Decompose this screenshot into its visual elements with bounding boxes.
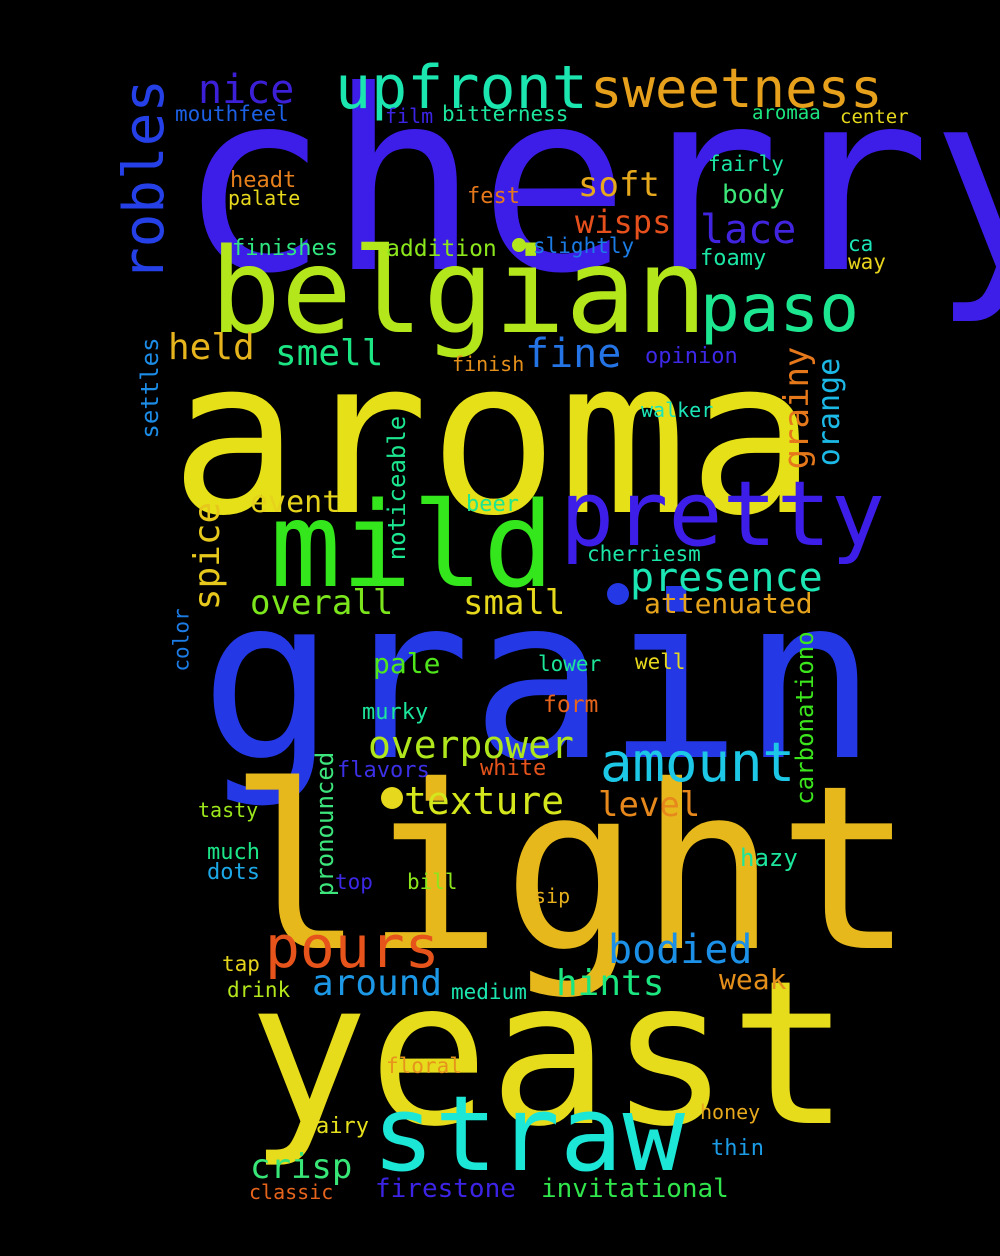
word-addition: addition — [386, 236, 497, 262]
word-slightly: slightly — [533, 234, 635, 258]
word-form: form — [543, 692, 599, 718]
word-well: well — [635, 650, 686, 674]
word-pretty: pretty — [560, 462, 886, 567]
word-aroma: aroma — [170, 312, 818, 563]
word-bodied: bodied — [608, 927, 753, 973]
word-dots: dots — [207, 860, 260, 885]
word-color: color — [169, 608, 194, 672]
dot-3 — [381, 787, 403, 809]
word-carbonationo: carbonationo — [791, 631, 819, 805]
word-foamy: foamy — [700, 246, 767, 271]
word-bitterness: bitterness — [442, 102, 569, 126]
word-finish: finish — [452, 352, 525, 376]
word-way: way — [848, 250, 886, 274]
word-much: much — [207, 840, 260, 865]
word-firestone: firestone — [375, 1174, 516, 1204]
word-fairly: fairly — [708, 152, 784, 176]
word-sip: sip — [534, 884, 571, 908]
word-amount: amount — [600, 731, 796, 794]
word-lace: lace — [700, 207, 797, 253]
word-white: white — [480, 756, 547, 781]
word-film: film — [385, 104, 434, 128]
word-ca: ca — [848, 232, 874, 256]
word-opinion: opinion — [645, 344, 738, 369]
word-overpower: overpower — [368, 723, 574, 767]
word-pours: pours — [265, 913, 440, 981]
word-fest: fest — [467, 184, 520, 209]
word-noticeable: noticeable — [383, 415, 411, 561]
word-smell: smell — [275, 333, 384, 374]
word-orange: orange — [812, 357, 847, 467]
word-spice: spice — [187, 501, 228, 611]
word-event: event — [250, 485, 341, 520]
word-paso: paso — [700, 270, 859, 347]
word-settles: settles — [136, 337, 164, 439]
word-top: top — [335, 870, 373, 894]
word-level: level — [598, 785, 701, 825]
word-honey: honey — [700, 1100, 761, 1124]
word-crisp: crisp — [250, 1147, 353, 1187]
word-finishes: finishes — [232, 236, 338, 261]
word-soft: soft — [578, 165, 660, 205]
word-tasty: tasty — [198, 798, 259, 822]
word-bill: bill — [407, 870, 458, 894]
word-cherriesm: cherriesm — [587, 542, 701, 566]
word-hints: hints — [556, 963, 665, 1004]
word-airy: airy — [316, 1114, 369, 1139]
word-nice: nice — [198, 67, 295, 113]
word-wisps: wisps — [575, 203, 672, 241]
word-aromaa: aromaa — [752, 102, 821, 124]
word-hazy: hazy — [740, 844, 798, 872]
word-weak: weak — [719, 963, 787, 996]
word-classic: classic — [249, 1180, 334, 1204]
word-center: center — [840, 106, 909, 128]
word-pronounced: pronounced — [311, 751, 339, 897]
word-straw: straw — [372, 1073, 686, 1195]
word-held: held — [168, 327, 255, 368]
word-medium: medium — [451, 980, 527, 1004]
word-headt: headt — [230, 168, 297, 193]
word-light: light — [228, 736, 915, 1002]
word-grainy: grainy — [777, 346, 817, 470]
word-grain: grain — [200, 549, 878, 811]
word-yeast: yeast — [248, 938, 851, 1171]
word-mouthfeel: mouthfeel — [175, 102, 289, 126]
word-texture: texture — [404, 779, 565, 823]
word-walker: walker — [641, 398, 714, 422]
word-drink: drink — [227, 978, 291, 1002]
word-small: small — [463, 583, 566, 623]
word-body: body — [722, 180, 785, 210]
word-around: around — [312, 963, 443, 1004]
word-presence: presence — [630, 555, 823, 601]
word-flavors: flavors — [337, 758, 430, 783]
word-sweetness: sweetness — [590, 57, 883, 120]
dot-2 — [607, 583, 629, 605]
word-upfront: upfront — [335, 53, 588, 123]
word-overall: overall — [250, 583, 394, 623]
word-murky: murky — [362, 700, 429, 725]
word-thin: thin — [711, 1136, 764, 1161]
dot-1 — [512, 238, 526, 252]
word-floral: floral — [386, 1054, 462, 1078]
word-robles: robles — [112, 78, 177, 282]
word-lower: lower — [538, 652, 602, 676]
word-invitational: invitational — [541, 1174, 729, 1204]
word-beer: beer — [466, 492, 519, 517]
word-attenuated: attenuated — [644, 587, 813, 620]
word-cherry: cherry — [178, 37, 1000, 328]
word-mild: mild — [270, 476, 555, 614]
word-belgian: belgian — [210, 222, 708, 360]
word-tap: tap — [222, 952, 260, 976]
word-pale: pale — [373, 647, 441, 680]
word-fine: fine — [525, 331, 622, 377]
word-palate: palate — [228, 186, 301, 210]
